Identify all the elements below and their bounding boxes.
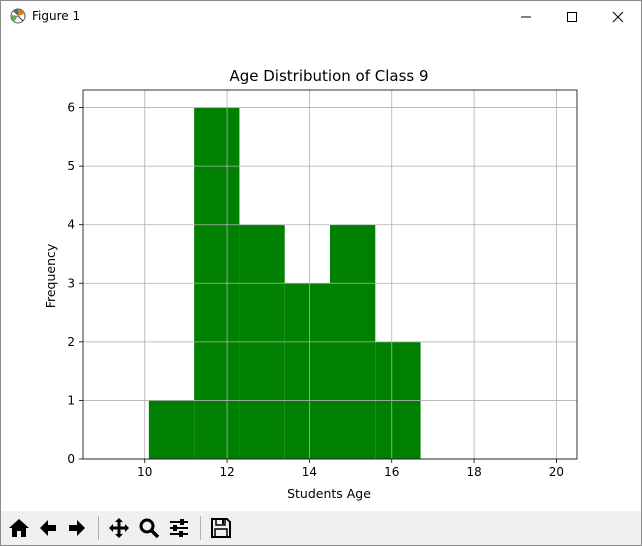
save-button[interactable] [208, 515, 234, 541]
toolbar-separator [98, 516, 99, 540]
y-tick-label: 3 [67, 276, 75, 290]
y-tick-label: 0 [67, 452, 75, 466]
close-button[interactable] [595, 1, 641, 32]
x-tick-label: 18 [466, 465, 481, 479]
y-tick-label: 2 [67, 335, 75, 349]
configure-subplots-button[interactable] [166, 515, 192, 541]
histogram-bar [284, 283, 330, 459]
maximize-icon [567, 11, 577, 22]
back-arrow-icon [40, 520, 56, 536]
home-icon [9, 519, 29, 537]
y-tick-label: 6 [67, 101, 75, 115]
home-button[interactable] [6, 515, 32, 541]
x-tick-label: 20 [549, 465, 564, 479]
histogram-bar [148, 400, 195, 459]
y-tick-label: 4 [67, 218, 75, 232]
figure-canvas[interactable]: 10 12 14 16 18 20 0 1 2 3 4 5 6 Age Distribution of … [1, 32, 641, 511]
window-title: Figure 1 [32, 9, 81, 23]
plot-frame [82, 89, 578, 460]
chart-title: Age Distribution of Class 9 [229, 67, 428, 85]
save-icon [211, 518, 231, 538]
x-axis-label: Students Age [287, 486, 371, 501]
navigation-toolbar [1, 511, 641, 545]
y-tick-label: 1 [67, 393, 75, 407]
configure-subplots-icon [170, 519, 188, 537]
x-tick-label: 10 [137, 465, 152, 479]
title-bar[interactable]: Figure 1 [1, 1, 641, 32]
maximize-button[interactable] [549, 1, 595, 32]
y-axis-label: Frequency [43, 243, 58, 308]
zoom-icon [139, 518, 160, 539]
minimize-icon [521, 16, 531, 17]
pan-icon [109, 518, 129, 538]
app-icon [10, 8, 26, 24]
y-tick-label: 5 [67, 159, 75, 173]
x-tick-label: 12 [219, 465, 234, 479]
back-button[interactable] [35, 515, 61, 541]
toolbar-separator [200, 516, 201, 540]
forward-button[interactable] [64, 515, 90, 541]
pan-button[interactable] [106, 515, 132, 541]
minimize-button[interactable] [503, 1, 549, 32]
close-icon [612, 11, 624, 22]
x-tick-label: 16 [384, 465, 399, 479]
grid-lines [83, 90, 577, 460]
zoom-button[interactable] [136, 515, 162, 541]
forward-arrow-icon [69, 520, 85, 536]
x-tick-label: 14 [302, 465, 317, 479]
